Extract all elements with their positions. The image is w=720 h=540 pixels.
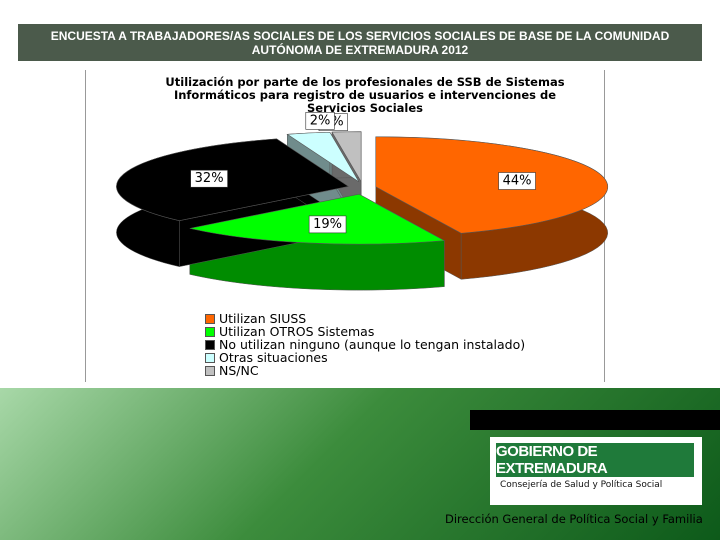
legend-label: NS/NC bbox=[219, 363, 259, 378]
legend-swatch bbox=[205, 339, 215, 350]
legend-item: Utilizan SIUSS bbox=[205, 312, 525, 325]
legend-item: NS/NC bbox=[205, 364, 525, 377]
legend-item: Utilizan OTROS Sistemas bbox=[205, 325, 525, 338]
legend-item: No utilizan ninguno (aunque lo tengan in… bbox=[205, 338, 525, 351]
data-label-group: 32% bbox=[190, 169, 228, 188]
pie-chart: 44%19%32%3%2% bbox=[116, 112, 609, 291]
slice bbox=[375, 136, 609, 234]
data-label-box bbox=[308, 215, 347, 234]
legend-label: No utilizan ninguno (aunque lo tengan in… bbox=[219, 337, 526, 352]
data-label-box bbox=[305, 112, 335, 130]
data-label: 2% bbox=[310, 113, 331, 128]
legend-item: Otras situaciones bbox=[205, 351, 525, 364]
legend-label: Utilizan OTROS Sistemas bbox=[219, 324, 375, 339]
data-label-group: 2% bbox=[305, 112, 335, 130]
data-label: 19% bbox=[313, 217, 342, 232]
header-title: ENCUESTA A TRABAJADORES/AS SOCIALES DE L… bbox=[18, 24, 702, 61]
data-label-group: 19% bbox=[308, 215, 347, 234]
legend-swatch bbox=[205, 326, 215, 337]
legend: Utilizan SIUSS Utilizan OTROS Sistemas No … bbox=[205, 312, 525, 377]
slice bbox=[116, 138, 350, 221]
legend-label: Utilizan SIUSS bbox=[219, 311, 307, 326]
data-label-group: 44% bbox=[498, 172, 536, 190]
data-label-box bbox=[190, 169, 228, 188]
legend-label: Otras situaciones bbox=[219, 350, 328, 365]
footer-text: Dirección General de Política Social y F… bbox=[445, 512, 703, 526]
slice bbox=[286, 131, 360, 183]
data-label: 44% bbox=[503, 174, 532, 189]
legend-swatch bbox=[205, 352, 215, 363]
logo-title: GOBIERNO DE EXTREMADURA bbox=[496, 443, 694, 477]
chart-title: Utilización por parte de los profesional… bbox=[165, 75, 565, 115]
legend-swatch bbox=[205, 313, 215, 324]
slice bbox=[331, 131, 362, 183]
logo-subtitle: Consejería de Salud y Política Social bbox=[500, 480, 663, 490]
data-label: 32% bbox=[195, 171, 224, 186]
legend-swatch bbox=[205, 365, 215, 376]
footer-strip bbox=[470, 410, 720, 430]
data-label-box bbox=[498, 172, 536, 190]
